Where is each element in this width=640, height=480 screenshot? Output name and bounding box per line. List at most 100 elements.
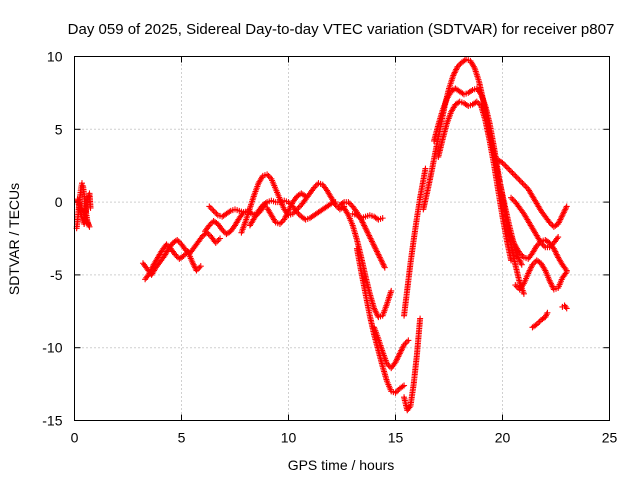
series-arc-17 xyxy=(435,98,515,264)
data-point xyxy=(175,238,182,245)
y-tick-label: -5 xyxy=(50,267,63,283)
data-point xyxy=(393,388,400,395)
y-tick-label: -15 xyxy=(42,413,62,429)
data-point xyxy=(405,337,412,344)
data-point xyxy=(515,175,522,182)
data-point xyxy=(399,383,406,390)
data-point xyxy=(518,178,525,185)
x-tick-label: 10 xyxy=(281,430,297,446)
data-point xyxy=(503,164,510,171)
data-point xyxy=(346,200,353,207)
data-point xyxy=(210,207,217,214)
data-point xyxy=(217,235,224,242)
y-axis-label: SDTVAR / TECUs xyxy=(6,183,22,295)
data-point xyxy=(508,257,515,264)
y-tick-label: 0 xyxy=(55,194,63,210)
data-point xyxy=(520,290,527,297)
data-point xyxy=(87,204,94,211)
data-point xyxy=(509,196,516,203)
data-point xyxy=(226,208,233,215)
data-point xyxy=(422,165,429,172)
data-point xyxy=(506,167,513,174)
data-point xyxy=(278,219,285,226)
series-arc-14 xyxy=(401,165,429,319)
data-point xyxy=(508,194,515,201)
data-point xyxy=(197,263,204,270)
grid xyxy=(74,56,610,421)
data-point xyxy=(522,183,529,190)
y-tick-label: 5 xyxy=(55,121,63,137)
x-tick-label: 15 xyxy=(388,430,404,446)
series-arc-8 xyxy=(264,190,309,227)
data-point xyxy=(388,287,395,294)
data-point xyxy=(417,315,424,322)
data-point xyxy=(207,204,214,211)
data-point xyxy=(196,264,203,271)
series-arc-13 xyxy=(401,315,424,414)
data-point xyxy=(326,201,333,208)
data-point xyxy=(302,193,309,200)
x-axis-label: GPS time / hours xyxy=(288,457,395,473)
data-point xyxy=(379,215,386,222)
axis-ticks xyxy=(74,56,610,421)
y-tick-labels: -15 -10 -5 0 5 10 xyxy=(42,49,62,429)
data-point xyxy=(509,169,516,176)
series-arc-3 xyxy=(142,241,204,283)
data-point xyxy=(212,209,219,216)
data-point xyxy=(518,261,525,268)
data-point xyxy=(339,200,346,207)
data-point xyxy=(519,180,526,187)
data-point xyxy=(508,168,515,175)
data-point xyxy=(301,192,308,199)
x-tick-label: 20 xyxy=(495,430,511,446)
data-point xyxy=(209,206,216,213)
y-tick-label: 10 xyxy=(47,49,63,65)
series-arc-1 xyxy=(73,180,94,232)
series-arc-23 xyxy=(559,302,570,312)
series-arc-5 xyxy=(206,203,247,220)
y-tick-label: -10 xyxy=(42,340,62,356)
series-arc-12 xyxy=(371,324,412,372)
data-point xyxy=(505,165,512,172)
data-point xyxy=(543,311,550,318)
data-point xyxy=(563,268,570,275)
series-arc-22 xyxy=(529,309,551,331)
data-point xyxy=(468,87,475,94)
x-tick-label: 0 xyxy=(71,430,79,446)
data-point xyxy=(544,309,551,316)
series-arc-21 xyxy=(512,257,570,293)
data-point xyxy=(562,303,569,310)
x-tick-labels: 0 5 10 15 20 25 xyxy=(71,430,618,446)
data-point xyxy=(563,305,570,312)
data-point xyxy=(332,199,339,206)
data-point xyxy=(540,242,547,249)
data-point xyxy=(510,171,517,178)
data-point xyxy=(78,180,85,187)
data-points xyxy=(73,56,570,414)
data-point xyxy=(265,172,272,179)
series-arc-24 xyxy=(349,210,386,223)
x-tick-label: 25 xyxy=(602,430,618,446)
series-arc-11 xyxy=(353,245,408,396)
data-point xyxy=(215,236,222,243)
data-point xyxy=(513,174,520,181)
data-point xyxy=(555,234,562,241)
data-point xyxy=(403,338,410,345)
data-point xyxy=(314,181,321,188)
data-point xyxy=(563,203,570,210)
data-point xyxy=(262,200,269,207)
data-point xyxy=(512,172,519,179)
series-arc-2 xyxy=(139,229,224,278)
series-arc-18 xyxy=(495,156,570,230)
data-point xyxy=(520,181,527,188)
chart-title: Day 059 of 2025, Sidereal Day-to-day VTE… xyxy=(68,21,615,38)
data-point xyxy=(206,203,213,210)
x-tick-label: 5 xyxy=(178,430,186,446)
data-point xyxy=(512,282,519,289)
series-arc-9 xyxy=(341,204,395,321)
data-point xyxy=(401,382,408,389)
data-point xyxy=(475,100,482,107)
series-arc-20 xyxy=(503,225,570,274)
plot-frame xyxy=(74,56,610,421)
